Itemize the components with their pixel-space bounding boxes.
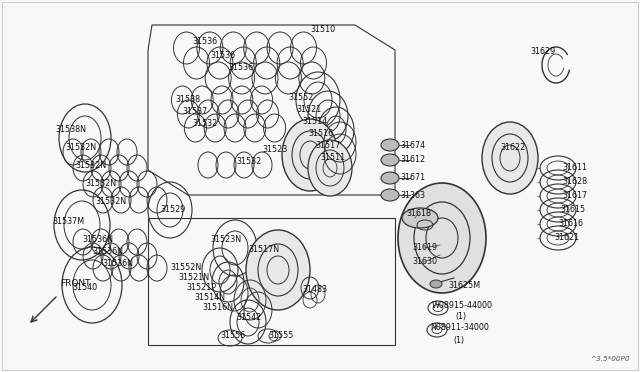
Text: 31537: 31537 [182,108,207,116]
Ellipse shape [246,230,310,310]
Text: 31532: 31532 [236,157,261,167]
Text: 31517: 31517 [315,141,340,151]
Ellipse shape [381,189,399,201]
Ellipse shape [482,122,538,194]
Text: 31536N: 31536N [82,235,113,244]
Text: 31629: 31629 [530,48,556,57]
Text: 31622: 31622 [500,144,525,153]
Text: 31671: 31671 [400,173,425,183]
Text: 31612: 31612 [400,155,425,164]
Text: 31552N: 31552N [170,263,201,273]
Text: FRONT: FRONT [60,279,90,288]
Text: 31616: 31616 [558,219,583,228]
Text: 31514N: 31514N [194,294,225,302]
Text: (1): (1) [453,336,464,344]
Text: 31674: 31674 [400,141,425,150]
Text: 31538N: 31538N [55,125,86,135]
Text: 31532N: 31532N [75,161,106,170]
Text: 31532N: 31532N [65,144,96,153]
Ellipse shape [282,119,338,191]
Text: 31532N: 31532N [95,198,126,206]
Text: 31537M: 31537M [52,218,84,227]
Text: 31552: 31552 [288,93,314,103]
Text: 31618: 31618 [406,209,431,218]
Text: 31611: 31611 [562,164,587,173]
Text: 31628: 31628 [562,177,587,186]
Text: ^3.5*00P0: ^3.5*00P0 [591,356,630,362]
Text: 31529: 31529 [160,205,186,215]
Text: 31555: 31555 [268,330,293,340]
Ellipse shape [398,183,486,293]
Text: 31540: 31540 [72,283,97,292]
Ellipse shape [402,208,438,228]
Text: 31483: 31483 [302,285,327,295]
Text: 31617: 31617 [562,192,587,201]
Text: 31363: 31363 [400,190,425,199]
Ellipse shape [381,172,399,184]
Text: 31625M: 31625M [448,282,480,291]
Text: 31532N: 31532N [85,180,116,189]
Text: 31556: 31556 [220,330,245,340]
Text: 31536N: 31536N [92,247,123,257]
Text: 31615: 31615 [560,205,585,215]
Text: 31510: 31510 [310,26,335,35]
Ellipse shape [381,139,399,151]
Text: 31521N: 31521N [178,273,209,282]
Text: 31536: 31536 [228,64,253,73]
Text: W08915-44000: W08915-44000 [432,301,493,310]
Ellipse shape [381,154,399,166]
Text: 31517N: 31517N [248,246,279,254]
Text: 31619: 31619 [412,244,437,253]
Text: 31511: 31511 [320,154,345,163]
Text: 31536N: 31536N [102,260,133,269]
Text: 31532: 31532 [192,119,217,128]
Text: 31536: 31536 [192,38,217,46]
Text: 31521P: 31521P [186,283,216,292]
Text: 31542: 31542 [236,314,261,323]
Text: 31621: 31621 [554,234,579,243]
Text: N08911-34000: N08911-34000 [430,324,489,333]
Ellipse shape [430,280,442,288]
Text: 31516: 31516 [308,129,333,138]
Text: 31521: 31521 [296,106,321,115]
Text: 31514: 31514 [302,118,327,126]
Text: (1): (1) [455,312,466,321]
Text: 31630: 31630 [412,257,437,266]
Text: 31516N: 31516N [202,304,233,312]
Text: 31536: 31536 [210,51,235,60]
Text: 31538: 31538 [175,96,200,105]
Text: 31523N: 31523N [210,235,241,244]
Text: 31523: 31523 [262,145,287,154]
Ellipse shape [308,140,352,196]
